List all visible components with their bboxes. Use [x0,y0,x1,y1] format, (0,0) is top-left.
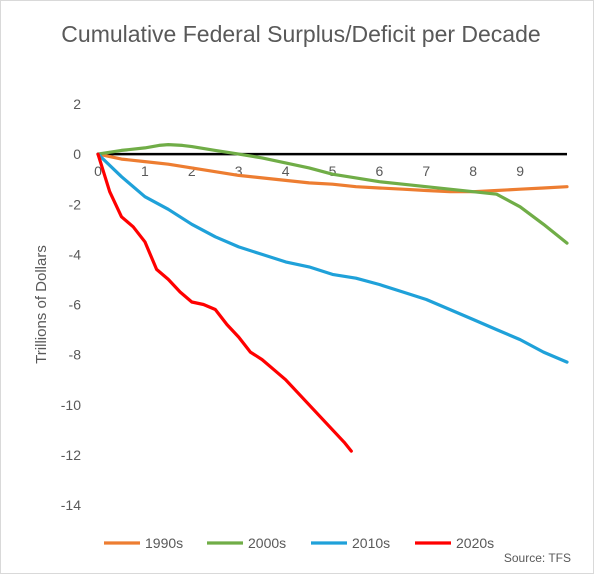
legend-label: 1990s [145,535,183,551]
x-tick-label: 9 [516,163,524,179]
y-tick-label: -2 [69,196,82,212]
y-tick-label: -14 [61,497,81,513]
y-tick-label: -12 [61,447,81,463]
x-tick-label: 3 [235,163,243,179]
x-tick-label: 7 [422,163,430,179]
x-tick-label: 8 [469,163,477,179]
x-tick-label: 5 [329,163,337,179]
y-axis-label: Trillions of Dollars [33,245,50,364]
y-tick-label: -4 [69,246,82,262]
y-tick-label: 0 [73,146,81,162]
legend-label: 2020s [456,535,494,551]
legend-label: 2000s [248,535,286,551]
series-line-2000s [96,143,569,245]
series-line-2010s [96,152,569,364]
x-tick-label: 2 [188,163,196,179]
series-line-2020s [96,152,353,453]
y-tick-label: 2 [73,96,81,112]
series-line-1990s [96,152,569,194]
source-note: Source: TFS [503,551,571,565]
y-tick-label: -10 [61,397,81,413]
y-tick-label: -6 [69,297,82,313]
x-tick-label: 0 [94,163,102,179]
x-tick-label: 4 [282,163,290,179]
legend-label: 2010s [352,535,390,551]
x-tick-label: 6 [376,163,384,179]
chart-title: Cumulative Federal Surplus/Deficit per D… [61,21,541,47]
x-tick-label: 1 [141,163,149,179]
y-tick-label: -8 [69,347,82,363]
